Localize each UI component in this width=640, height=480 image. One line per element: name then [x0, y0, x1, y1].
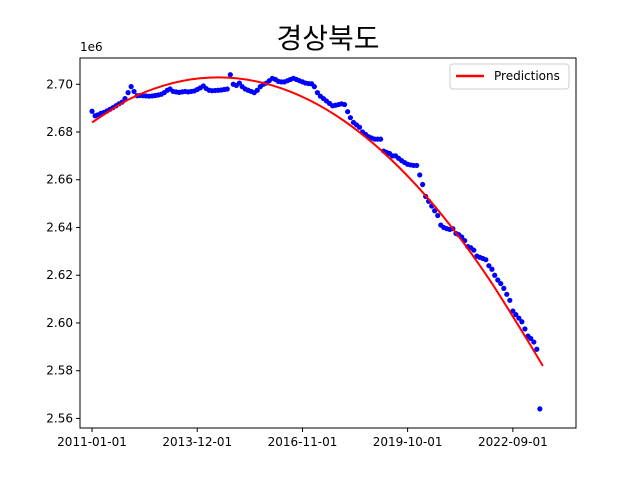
- data-point: [420, 181, 426, 188]
- x-tick-label: 2019-10-01: [373, 435, 443, 449]
- data-point: [522, 326, 528, 332]
- scatter-series: [89, 72, 543, 412]
- data-point: [254, 87, 260, 93]
- data-point: [510, 308, 516, 314]
- data-point: [341, 101, 348, 108]
- data-point: [89, 108, 95, 114]
- x-tick-label: 2011-01-01: [57, 435, 127, 449]
- y-tick-label: 2.64: [46, 220, 73, 234]
- data-point: [531, 339, 537, 345]
- y-tick-label: 2.60: [46, 316, 73, 330]
- data-point: [417, 172, 423, 178]
- plot-frame: [79, 57, 577, 429]
- data-point: [345, 109, 351, 115]
- x-tick-label: 2013-12-01: [162, 435, 232, 449]
- data-point: [519, 319, 525, 325]
- chart-title: 경상북도: [276, 22, 379, 55]
- data-point: [224, 86, 230, 92]
- data-point: [513, 312, 519, 318]
- data-point: [486, 263, 492, 269]
- data-point: [432, 208, 438, 214]
- y-tick-label: 2.68: [46, 125, 73, 139]
- data-point: [236, 80, 243, 86]
- data-point: [125, 90, 131, 96]
- data-point: [495, 277, 501, 283]
- data-point: [414, 162, 420, 169]
- y-axis: 2.56 2.58 2.60 2.62 2.64 2.66 2.68 2.70: [46, 77, 80, 425]
- data-point: [483, 257, 489, 263]
- data-point: [128, 84, 134, 90]
- prediction-series: [91, 76, 544, 367]
- x-tick-label: 2016-11-01: [268, 435, 338, 449]
- y-tick-label: 2.70: [46, 77, 73, 91]
- y-tick-label: 2.62: [46, 268, 73, 282]
- data-point: [498, 280, 504, 287]
- data-point: [356, 124, 363, 130]
- y-tick-label: 2.58: [46, 364, 73, 378]
- data-point: [227, 72, 233, 78]
- y-offset-label: 1e6: [80, 40, 103, 54]
- legend: Predictions: [449, 63, 570, 90]
- data-point: [501, 285, 507, 291]
- data-point: [435, 212, 441, 219]
- data-point: [504, 291, 510, 297]
- data-point: [489, 266, 495, 272]
- data-point: [314, 90, 321, 96]
- prediction-line: [91, 76, 544, 367]
- data-point: [471, 247, 477, 253]
- data-point: [507, 297, 513, 303]
- data-point: [131, 88, 137, 95]
- data-point: [516, 315, 522, 321]
- data-point: [378, 136, 384, 142]
- y-tick-label: 2.66: [46, 173, 73, 187]
- data-point: [311, 84, 317, 90]
- legend-box: [449, 63, 570, 90]
- data-point: [537, 406, 543, 412]
- x-tick-label: 2022-09-01: [478, 435, 548, 449]
- data-point: [534, 346, 540, 352]
- data-point: [528, 335, 534, 342]
- y-tick-label: 2.56: [46, 411, 73, 425]
- x-axis: 2011-01-01 2013-12-01 2016-11-01 2019-10-01…: [57, 428, 548, 449]
- data-point: [347, 115, 354, 121]
- legend-label-predictions: Predictions: [494, 69, 560, 83]
- data-point: [492, 272, 498, 278]
